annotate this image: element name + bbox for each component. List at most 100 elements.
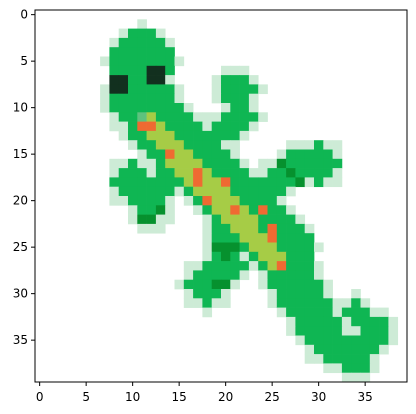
- heatmap-cell: [146, 214, 157, 225]
- heatmap-cell: [118, 47, 129, 57]
- heatmap-cell: [314, 298, 324, 308]
- heatmap-cell: [137, 158, 147, 169]
- heatmap-cell: [341, 335, 352, 346]
- heatmap-cell: [304, 158, 315, 169]
- heatmap-cell: [248, 205, 259, 215]
- x-tick-label: 25: [265, 390, 280, 404]
- heatmap-cell: [109, 56, 120, 67]
- heatmap-cell: [118, 196, 129, 206]
- heatmap-cell: [146, 75, 157, 85]
- heatmap-cell: [211, 261, 222, 271]
- heatmap-cell: [286, 158, 296, 169]
- heatmap-cell: [211, 93, 222, 104]
- heatmap-cell: [128, 130, 138, 141]
- heatmap-cell: [183, 130, 194, 141]
- heatmap-cell: [230, 270, 240, 281]
- heatmap-cell: [351, 298, 361, 308]
- heatmap-cell: [146, 93, 157, 104]
- heatmap-cell: [267, 279, 278, 290]
- heatmap-cell: [304, 233, 315, 243]
- x-tick-label: 10: [125, 390, 140, 404]
- heatmap-cell: [323, 363, 333, 374]
- heatmap-cell: [193, 298, 203, 308]
- heatmap-cell: [193, 177, 203, 188]
- heatmap-cell: [341, 316, 352, 327]
- heatmap-cell: [165, 214, 175, 225]
- heatmap-cell: [202, 214, 213, 225]
- heatmap-cell: [230, 205, 240, 215]
- heatmap-cell: [304, 149, 315, 160]
- heatmap-cell: [118, 186, 129, 197]
- heatmap-cell: [155, 112, 166, 122]
- heatmap-cell: [174, 279, 185, 290]
- heatmap-cell: [165, 196, 175, 206]
- heatmap-cell: [202, 270, 213, 281]
- heatmap-cell: [267, 168, 278, 178]
- heatmap-cell: [332, 140, 343, 150]
- heatmap-cell: [109, 168, 120, 178]
- heatmap-cell: [165, 75, 175, 85]
- heatmap-cell: [351, 354, 361, 364]
- heatmap-cell: [118, 177, 129, 188]
- heatmap-cell: [174, 84, 185, 95]
- heatmap-cell: [314, 307, 324, 318]
- heatmap-cell: [286, 223, 296, 234]
- heatmap-cell: [146, 47, 157, 57]
- heatmap-cell: [155, 75, 166, 85]
- heatmap-cell: [295, 168, 306, 178]
- heatmap-cell: [109, 158, 120, 169]
- heatmap-cell: [230, 84, 240, 95]
- heatmap-cell: [118, 75, 129, 85]
- heatmap-cell: [230, 130, 240, 141]
- heatmap-cell: [248, 196, 259, 206]
- heatmap-cell: [146, 223, 157, 234]
- heatmap-cell: [211, 112, 222, 122]
- heatmap-cell: [323, 335, 333, 346]
- heatmap-cell: [351, 307, 361, 318]
- heatmap-cell: [304, 261, 315, 271]
- heatmap-cell: [137, 37, 147, 48]
- heatmap-cell: [286, 233, 296, 243]
- heatmap-cell: [304, 354, 315, 364]
- heatmap-cell: [258, 177, 268, 188]
- heatmap-cell: [137, 84, 147, 95]
- heatmap-cell: [295, 279, 306, 290]
- heatmap-cell: [323, 149, 333, 160]
- heatmap-cell: [221, 261, 231, 271]
- heatmap-cell: [295, 158, 306, 169]
- heatmap-cell: [109, 196, 120, 206]
- heatmap-cell: [304, 307, 315, 318]
- heatmap-cell: [137, 75, 147, 85]
- x-tick-label: 15: [172, 390, 187, 404]
- heatmap-cell: [193, 112, 203, 122]
- heatmap-cell: [211, 158, 222, 169]
- heatmap-cell: [276, 177, 287, 188]
- heatmap-cell: [332, 354, 343, 364]
- heatmap-cell: [248, 233, 259, 243]
- heatmap-cell: [258, 196, 268, 206]
- heatmap-cell: [109, 186, 120, 197]
- heatmap-cell: [314, 270, 324, 281]
- heatmap-cell: [295, 261, 306, 271]
- heatmap-cell: [379, 344, 389, 355]
- heatmap-cell: [286, 242, 296, 253]
- heatmap-cell: [202, 205, 213, 215]
- heatmap-cell: [193, 205, 203, 215]
- heatmap-cell: [286, 279, 296, 290]
- heatmap-cell: [239, 186, 250, 197]
- heatmap-cell: [183, 121, 194, 132]
- heatmap-cell: [239, 196, 250, 206]
- heatmap-cell: [276, 149, 287, 160]
- heatmap-cell: [211, 289, 222, 299]
- heatmap-cell: [276, 270, 287, 281]
- heatmap-cell: [128, 28, 138, 39]
- heatmap-cell: [248, 261, 259, 271]
- heatmap-cell: [118, 65, 129, 76]
- heatmap-cell: [137, 103, 147, 113]
- heatmap-cell: [128, 177, 138, 188]
- heatmap-cell: [146, 103, 157, 113]
- heatmap-cell: [211, 223, 222, 234]
- heatmap-cell: [155, 130, 166, 141]
- heatmap-cell: [128, 112, 138, 122]
- heatmap-cell: [286, 289, 296, 299]
